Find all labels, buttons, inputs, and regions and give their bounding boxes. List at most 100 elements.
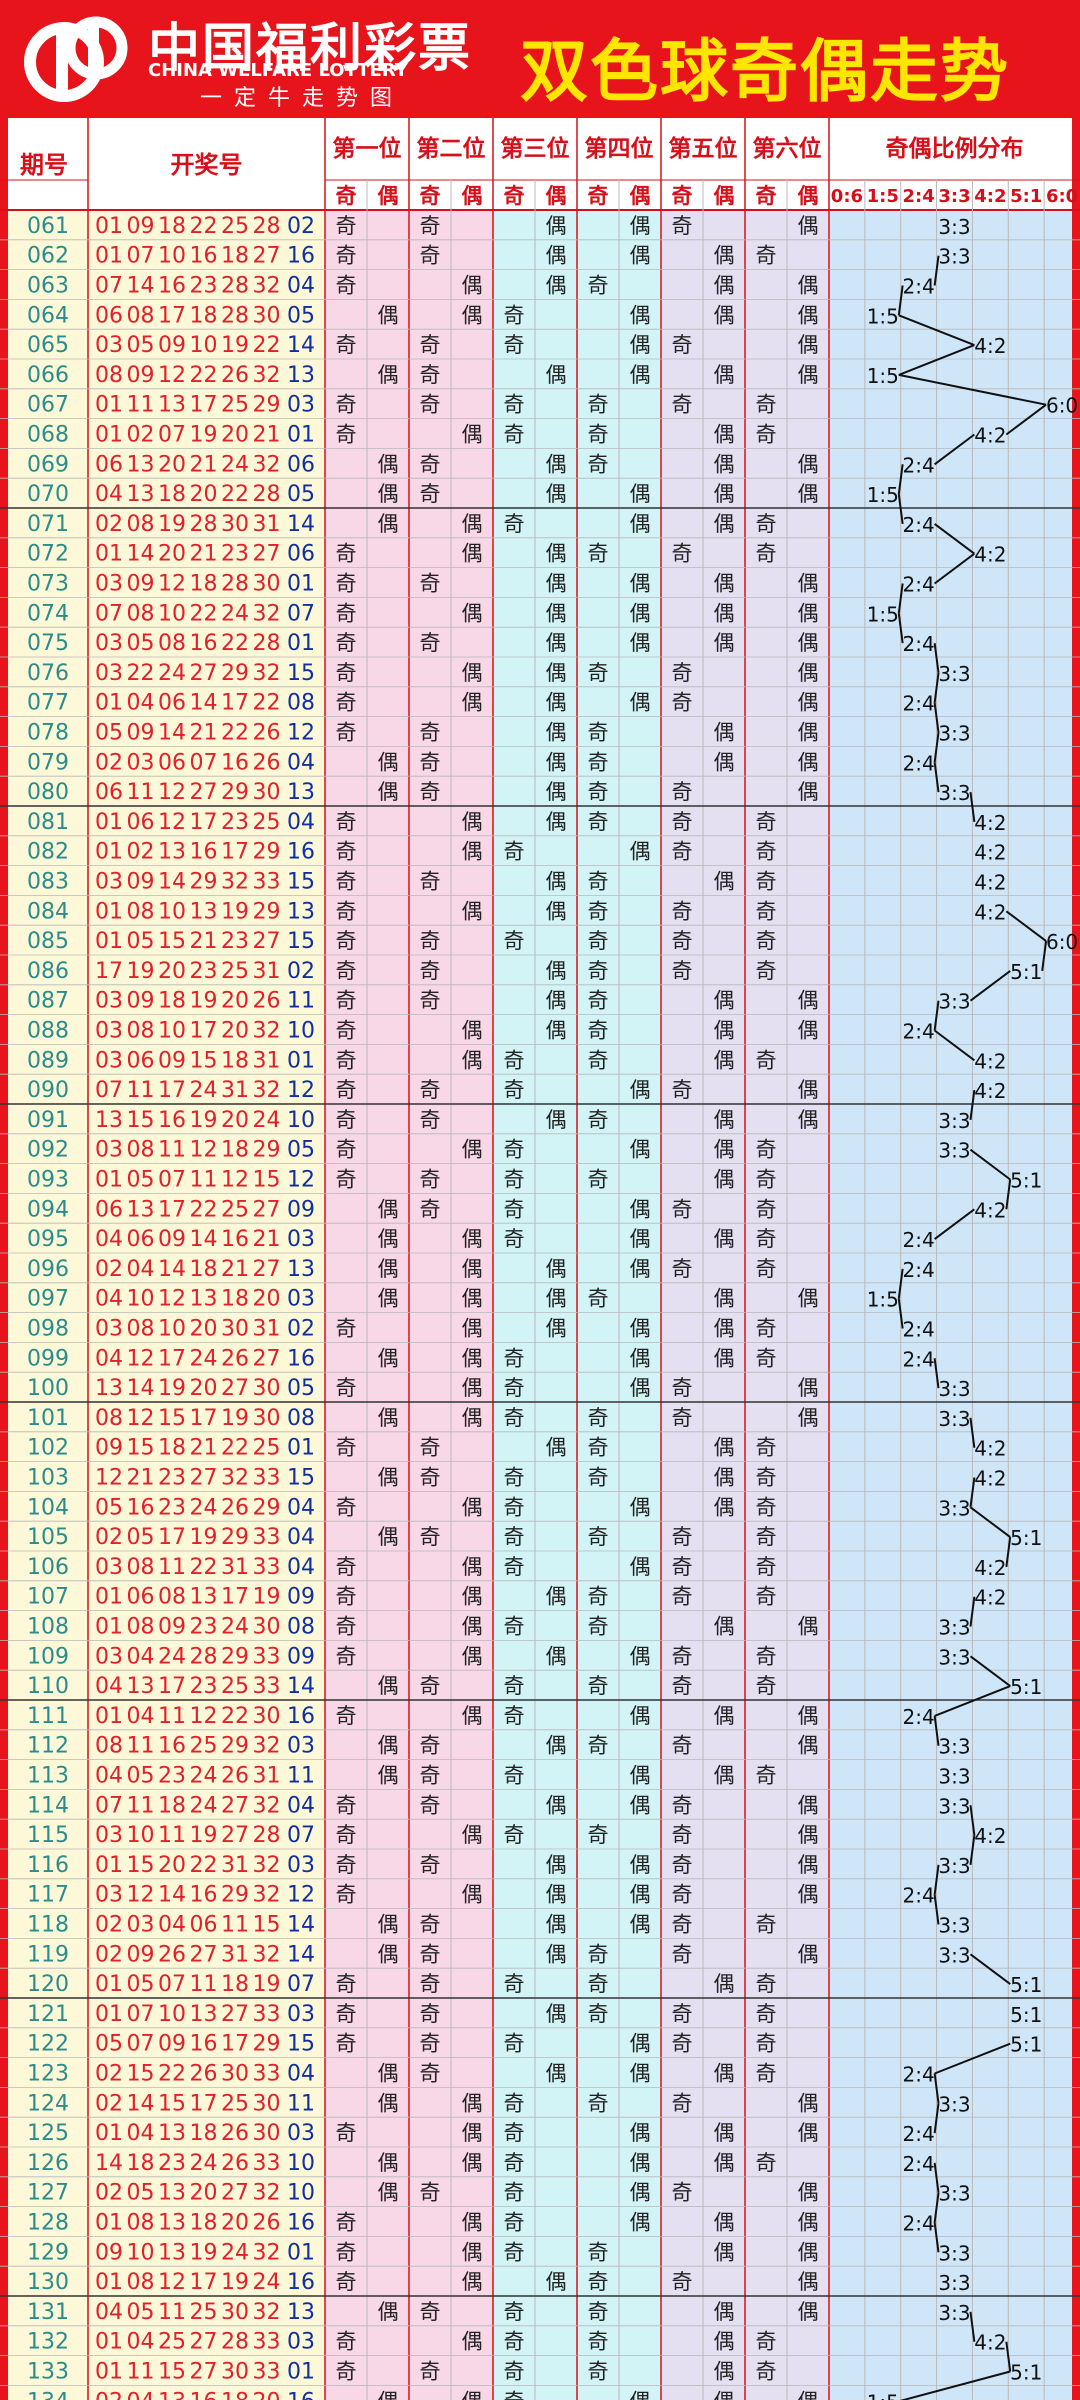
blue-ball: 15 bbox=[287, 870, 315, 895]
right-frame bbox=[1072, 118, 1080, 2400]
odd-mark: 奇 bbox=[336, 2240, 357, 2264]
table-row: 104 05 16 23 24 26 29 04 奇偶奇偶偶奇 bbox=[27, 1495, 777, 1520]
odd-mark: 奇 bbox=[756, 1466, 777, 1490]
odd-mark: 奇 bbox=[336, 1317, 357, 1341]
odd-mark: 奇 bbox=[504, 840, 525, 864]
red-ball: 18 bbox=[127, 2151, 155, 2176]
red-ball: 03 bbox=[127, 1913, 155, 1938]
red-ball: 20 bbox=[221, 2211, 249, 2236]
ratio-value: 2:4 bbox=[903, 1020, 935, 1044]
red-ball: 04 bbox=[127, 2121, 155, 2146]
red-ball: 07 bbox=[95, 1078, 123, 1103]
odd-mark: 奇 bbox=[420, 2181, 441, 2205]
blue-ball: 16 bbox=[287, 2389, 315, 2400]
red-ball: 27 bbox=[221, 1823, 249, 1848]
even-mark: 偶 bbox=[546, 1913, 567, 1937]
issue-number: 101 bbox=[27, 1406, 69, 1431]
blue-ball: 13 bbox=[287, 2300, 315, 2325]
issue-number: 071 bbox=[27, 512, 69, 537]
even-mark: 偶 bbox=[378, 1257, 399, 1281]
table-row: 102 09 15 18 21 22 25 01 奇奇偶奇偶奇 bbox=[27, 1436, 777, 1461]
blue-ball: 16 bbox=[287, 244, 315, 269]
odd-mark: 奇 bbox=[336, 1376, 357, 1400]
even-mark: 偶 bbox=[462, 1346, 483, 1370]
red-ball: 05 bbox=[127, 1525, 155, 1550]
even-mark: 偶 bbox=[378, 1346, 399, 1370]
blue-ball: 10 bbox=[287, 1019, 315, 1044]
red-ball: 18 bbox=[190, 2211, 218, 2236]
red-ball: 17 bbox=[221, 1585, 249, 1610]
ratio-value: 2:4 bbox=[903, 2152, 935, 2176]
red-ball: 05 bbox=[127, 1764, 155, 1789]
red-ball: 12 bbox=[158, 363, 186, 388]
table-row: 076 03 22 24 27 29 32 15 奇偶偶奇奇偶 bbox=[27, 661, 819, 686]
red-ball: 20 bbox=[190, 482, 218, 507]
ratio-value: 4:2 bbox=[974, 1586, 1006, 1610]
odd-mark: 奇 bbox=[336, 1019, 357, 1043]
even-mark: 偶 bbox=[798, 2091, 819, 2115]
issue-number: 102 bbox=[27, 1436, 69, 1461]
odd-mark: 奇 bbox=[504, 1674, 525, 1698]
even-mark: 偶 bbox=[630, 244, 651, 268]
even-mark: 偶 bbox=[798, 2121, 819, 2145]
red-ball: 22 bbox=[253, 333, 281, 358]
odd-mark: 奇 bbox=[756, 1436, 777, 1460]
table-row: 064 06 08 17 18 28 30 05 偶偶奇偶偶偶 bbox=[27, 303, 819, 328]
odd-mark: 奇 bbox=[504, 1138, 525, 1162]
issue-number: 116 bbox=[27, 1853, 69, 1878]
red-ball: 10 bbox=[127, 2240, 155, 2265]
odd-mark: 奇 bbox=[420, 750, 441, 774]
red-ball: 32 bbox=[253, 363, 281, 388]
red-ball: 22 bbox=[221, 482, 249, 507]
ratio-value: 5:1 bbox=[1010, 2361, 1042, 2385]
red-ball: 06 bbox=[158, 750, 186, 775]
odd-mark: 奇 bbox=[756, 959, 777, 983]
ratio-value: 5:1 bbox=[1010, 2003, 1042, 2027]
red-ball: 08 bbox=[127, 303, 155, 328]
red-ball: 27 bbox=[190, 2330, 218, 2355]
red-ball: 30 bbox=[253, 572, 281, 597]
even-mark: 偶 bbox=[714, 482, 735, 506]
odd-mark: 奇 bbox=[420, 1108, 441, 1132]
trend-segment bbox=[933, 642, 940, 674]
even-mark: 偶 bbox=[798, 482, 819, 506]
even-mark: 偶 bbox=[378, 482, 399, 506]
even-mark: 偶 bbox=[546, 1436, 567, 1460]
odd-mark: 奇 bbox=[336, 631, 357, 655]
red-ball: 22 bbox=[190, 363, 218, 388]
trend-segment bbox=[933, 732, 940, 763]
red-ball: 03 bbox=[95, 631, 123, 656]
red-ball: 27 bbox=[253, 542, 281, 567]
issue-number: 131 bbox=[27, 2300, 69, 2325]
red-ball: 25 bbox=[221, 959, 249, 984]
red-ball: 06 bbox=[95, 1197, 123, 1222]
odd-mark: 奇 bbox=[504, 1197, 525, 1221]
red-ball: 31 bbox=[221, 1942, 249, 1967]
red-ball: 11 bbox=[127, 1078, 155, 1103]
red-ball: 05 bbox=[95, 1495, 123, 1520]
even-mark: 偶 bbox=[798, 1406, 819, 1430]
issue-number: 104 bbox=[27, 1495, 69, 1520]
red-ball: 25 bbox=[221, 214, 249, 239]
odd-mark: 奇 bbox=[504, 2330, 525, 2354]
red-ball: 30 bbox=[253, 1376, 281, 1401]
odd-mark: 奇 bbox=[756, 1525, 777, 1549]
table-row: 110 04 13 17 23 25 33 14 偶奇奇奇奇奇 bbox=[27, 1674, 777, 1699]
odd-mark: 奇 bbox=[672, 1644, 693, 1668]
red-ball: 07 bbox=[158, 1168, 186, 1193]
odd-mark: 奇 bbox=[336, 542, 357, 566]
red-ball: 22 bbox=[190, 1853, 218, 1878]
odd-mark: 奇 bbox=[336, 1555, 357, 1579]
issue-number: 096 bbox=[27, 1257, 69, 1282]
even-mark: 偶 bbox=[546, 601, 567, 625]
odd-mark: 奇 bbox=[588, 2091, 609, 2115]
red-ball: 01 bbox=[95, 1853, 123, 1878]
issue-number: 079 bbox=[27, 750, 69, 775]
odd-mark: 奇 bbox=[672, 2270, 693, 2294]
ratio-value: 3:3 bbox=[938, 1735, 970, 1759]
odd-mark: 奇 bbox=[756, 1555, 777, 1579]
odd-mark: 奇 bbox=[588, 929, 609, 953]
red-ball: 05 bbox=[127, 929, 155, 954]
issue-number: 089 bbox=[27, 1048, 69, 1073]
even-mark: 偶 bbox=[462, 1287, 483, 1311]
